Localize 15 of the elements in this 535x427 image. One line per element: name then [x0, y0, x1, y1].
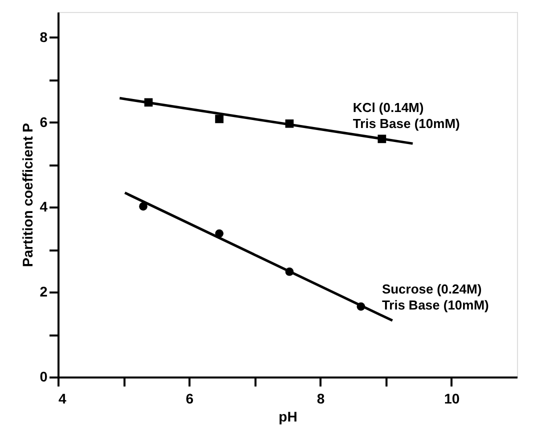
x-tick-label: 6 — [186, 390, 194, 406]
y-tick-label: 4 — [40, 198, 48, 215]
x-axis-title: pH — [278, 408, 298, 424]
y-tick-label: 2 — [40, 284, 48, 300]
y-tick-label: 8 — [40, 28, 48, 45]
x-tick-label: 10 — [444, 390, 460, 406]
y-tick-label: 0 — [40, 368, 48, 384]
annotation: Sucrose (0.24M) Tris Base (10mM) — [382, 282, 489, 313]
y-tick-label: 6 — [40, 114, 48, 130]
x-tick-label: 8 — [316, 390, 325, 406]
y-axis-title: Partition coefficient P — [20, 123, 36, 267]
point — [215, 114, 224, 124]
annotation: KCl (0.14M) Tris Base (10mM) — [352, 100, 460, 131]
point — [139, 202, 148, 211]
x-tick-label: 4 — [58, 390, 66, 406]
